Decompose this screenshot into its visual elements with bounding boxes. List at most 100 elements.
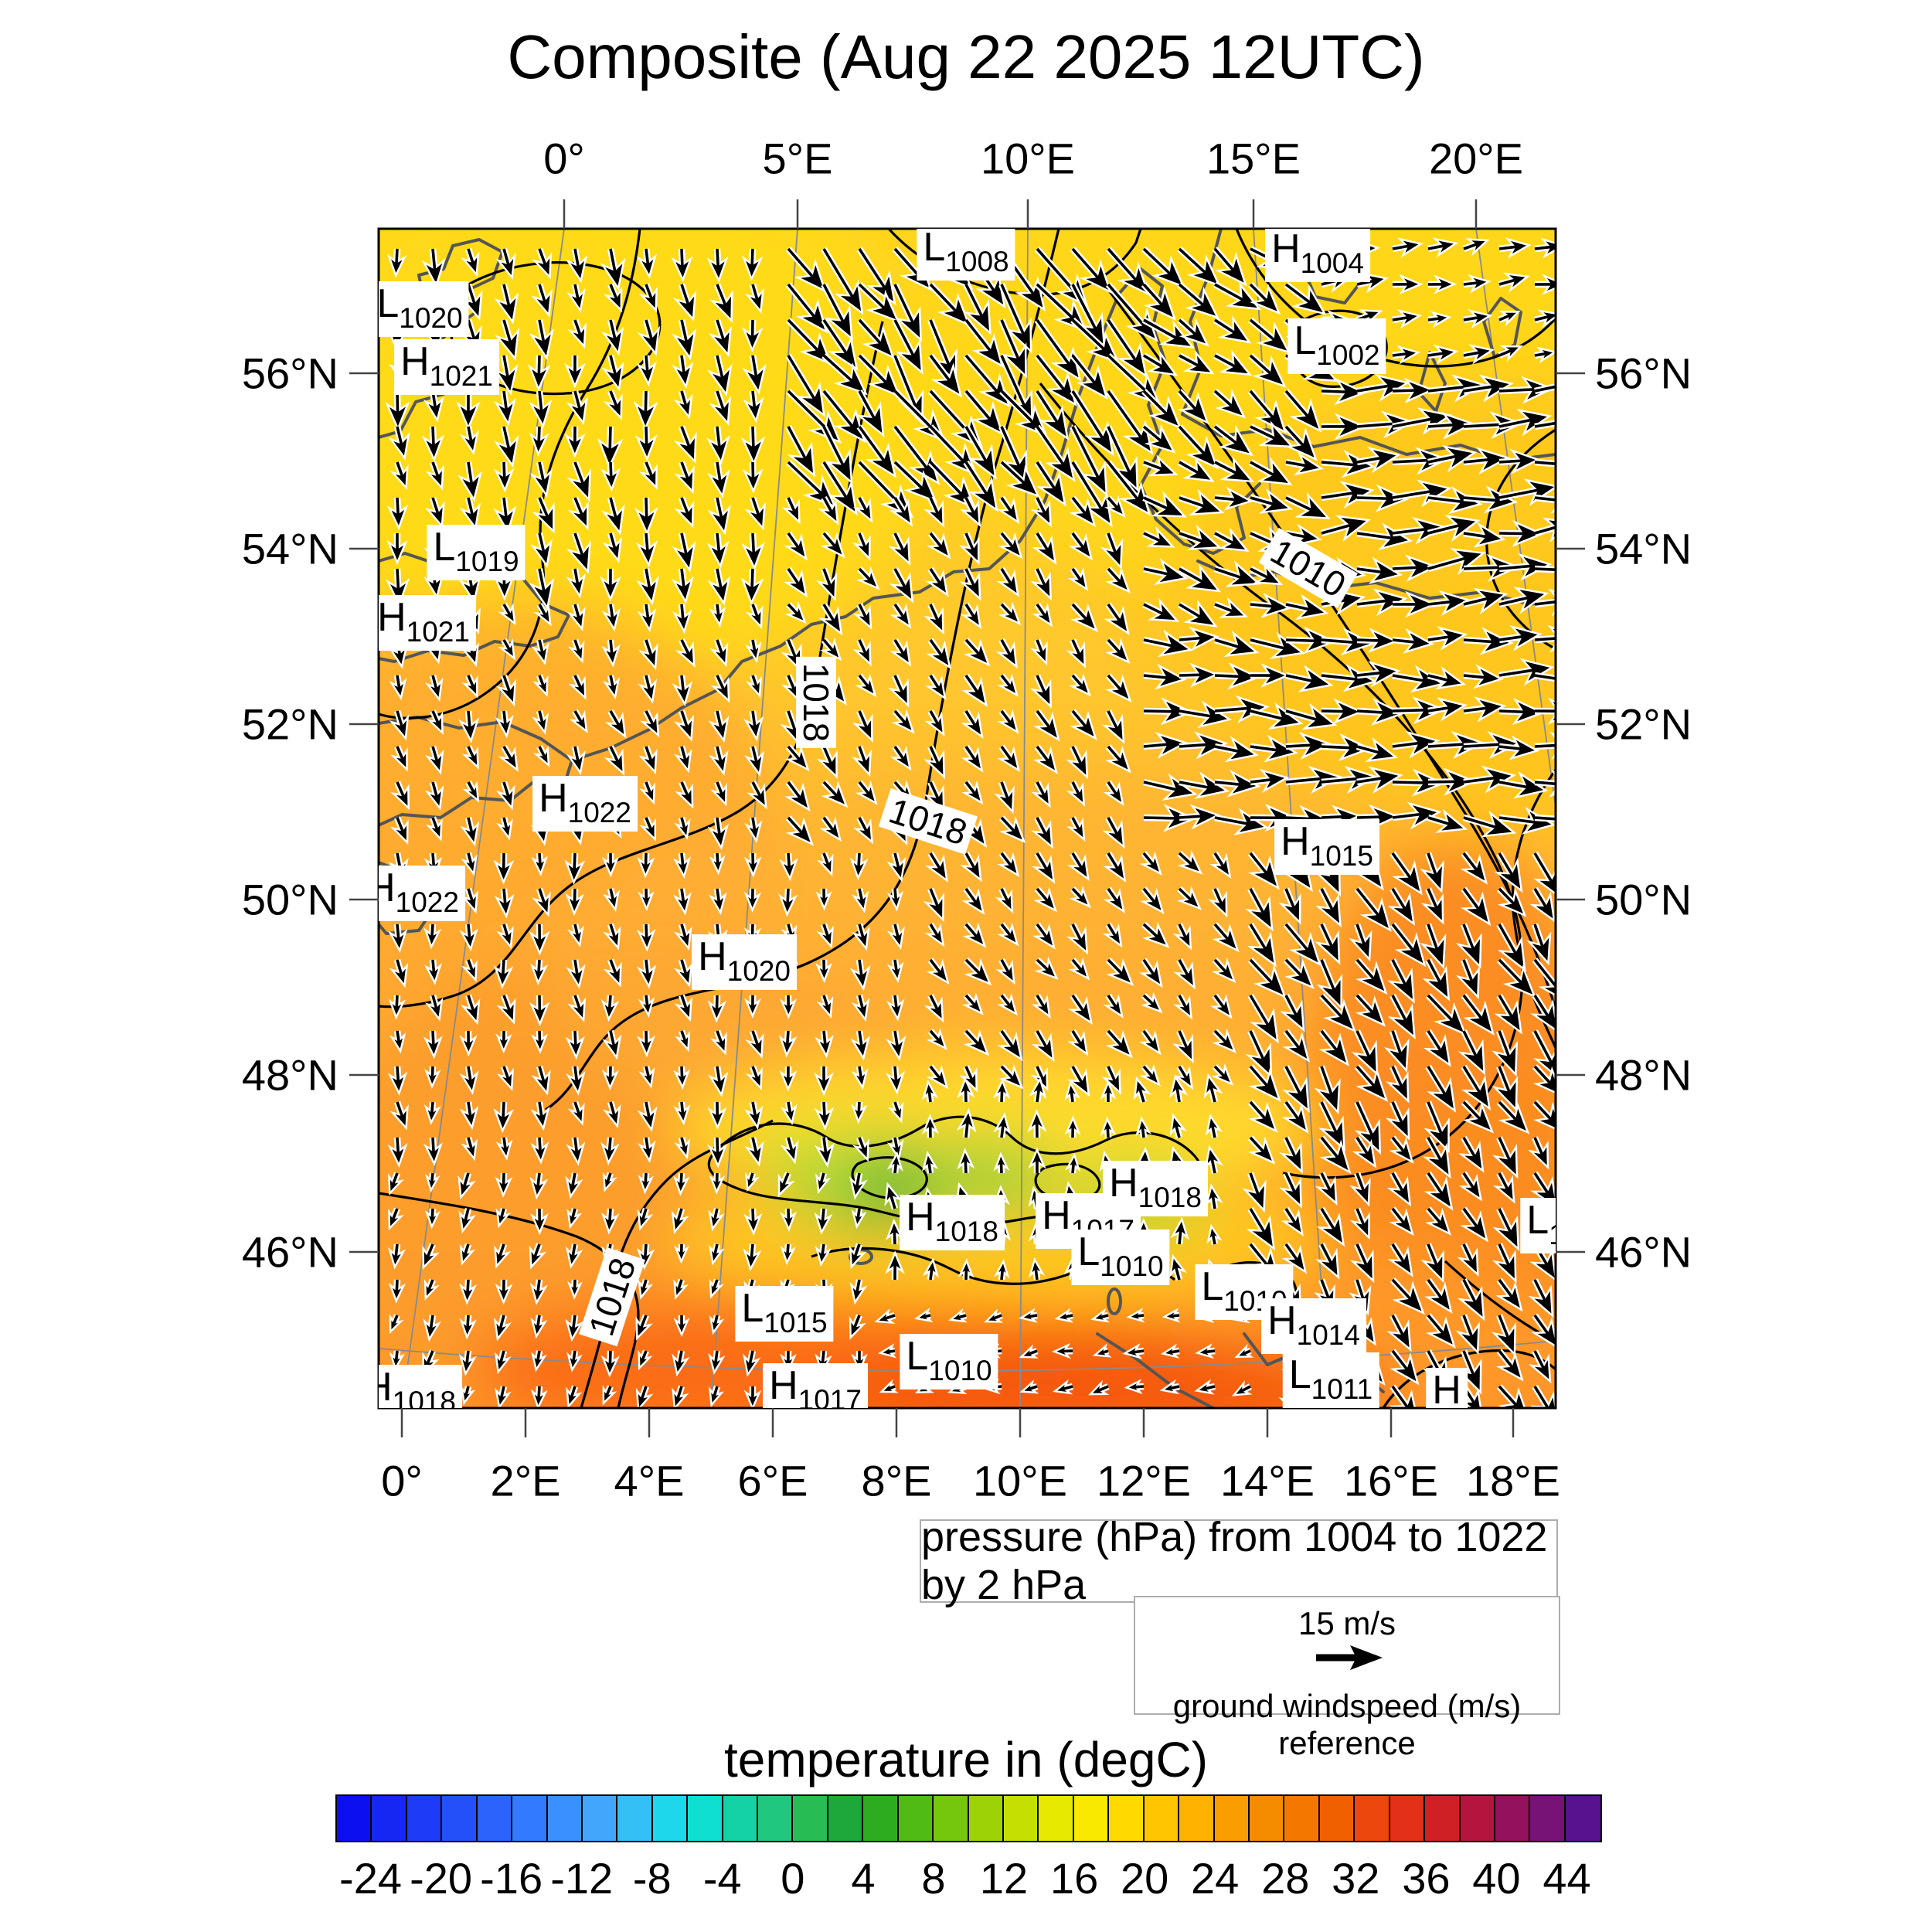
colorbar-tick-label: 24 — [1191, 1854, 1240, 1903]
right-axis-label: 52°N — [1595, 699, 1692, 749]
colorbar-cell — [1460, 1796, 1495, 1841]
pressure-center-label-L1008: L1008 — [917, 229, 1015, 281]
colorbar-cell — [547, 1796, 583, 1841]
colorbar-cell — [477, 1796, 513, 1841]
wind-reference-speed: 15 m/s — [1298, 1605, 1396, 1641]
colorbar-cell — [1004, 1796, 1039, 1841]
right-axis-label: 46°N — [1595, 1227, 1692, 1277]
wind-legend-box: 15 m/s ground windspeed (m/s) reference — [1134, 1596, 1560, 1761]
colorbar-cell — [406, 1796, 443, 1841]
pressure-center-label-L1015: L1015 — [735, 1286, 834, 1342]
bottom-axis-label: 0° — [381, 1456, 423, 1505]
left-axis-label: 48°N — [241, 1050, 338, 1100]
colorbar-cell — [934, 1796, 969, 1841]
wind-legend-caption: ground windspeed (m/s) reference — [1172, 1688, 1522, 1761]
top-axis-label: 0° — [543, 134, 585, 183]
isobar-value-label: 1018 — [878, 787, 978, 855]
colorbar-cell — [1214, 1796, 1250, 1841]
colorbar-title: temperature in (degC) — [723, 1732, 1209, 1787]
pressure-center-label-L1010: L1010 — [900, 1334, 998, 1389]
colorbar-tick-label: 40 — [1472, 1854, 1521, 1903]
top-axis-label: 15°E — [1206, 134, 1301, 183]
right-axis-label: 50°N — [1595, 875, 1692, 924]
bottom-axis-label: 18°E — [1465, 1456, 1561, 1505]
colorbar-tick-label: -8 — [632, 1854, 672, 1903]
isobar-value-label: 1018 — [796, 656, 836, 749]
pressure-center-label-H1021: H1021 — [379, 595, 476, 651]
pressure-center-label-L1: L1 — [1520, 1198, 1556, 1253]
bottom-axis-label: 6°E — [737, 1456, 808, 1505]
colorbar-cell — [1179, 1796, 1215, 1841]
pressure-center-label-H1022: H1022 — [379, 866, 465, 921]
left-axis-label: 50°N — [241, 875, 338, 924]
pressure-center-label-H1004: H1004 — [1265, 229, 1370, 282]
colorbar-cell — [1495, 1796, 1531, 1841]
colorbar-cell — [863, 1796, 899, 1841]
colorbar-cell — [1319, 1796, 1355, 1841]
colorbar-tick-label: 4 — [851, 1854, 876, 1903]
pressure-center-label-L1010: L1010 — [1071, 1230, 1170, 1285]
colorbar-cell — [898, 1796, 934, 1841]
pressure-center-label-L1020: L1020 — [379, 281, 469, 337]
pressure-center-label-H1021: H1021 — [394, 339, 499, 395]
colorbar-tick-label: 20 — [1120, 1854, 1169, 1903]
colorbar-cell — [793, 1796, 828, 1841]
colorbar-tick-label: 12 — [979, 1854, 1029, 1903]
colorbar-tick-label: 8 — [921, 1854, 946, 1903]
right-axis-label: 48°N — [1595, 1050, 1692, 1100]
colorbar-cell — [723, 1796, 759, 1841]
colorbar-tick-label: -20 — [410, 1854, 473, 1903]
top-axis-label: 10°E — [980, 134, 1076, 183]
colorbar-cell — [828, 1796, 864, 1841]
colorbar-cell — [372, 1796, 407, 1841]
colorbar-tick-label: 28 — [1261, 1854, 1310, 1903]
figure-title: Composite (Aug 22 2025 12UTC) — [507, 22, 1425, 91]
colorbar-cell — [582, 1796, 618, 1841]
bottom-axis-label: 14°E — [1219, 1456, 1315, 1505]
pressure-center-label-L1011: L1011 — [1282, 1352, 1379, 1408]
colorbar-tick-label: 16 — [1049, 1854, 1099, 1903]
colorbar-cell — [758, 1796, 794, 1841]
colorbar-tick-label: -12 — [550, 1854, 614, 1903]
isobar-value-label: 1018 — [578, 1247, 646, 1347]
colorbar-cell — [512, 1796, 548, 1841]
colorbar-cell — [337, 1796, 372, 1841]
colorbar-cell — [1073, 1796, 1110, 1841]
pressure-center-label-H: H — [1426, 1368, 1468, 1408]
pressure-center-label-H1015: H1015 — [1274, 819, 1379, 875]
colorbar-cell — [1565, 1796, 1601, 1841]
pressure-center-label-L1019: L1019 — [427, 525, 526, 580]
map-overlay: L1020 H1021 L1019 H1021 H1022 H1022 H1020 L1008… — [379, 229, 1556, 1408]
pressure-center-label-H1022: H1022 — [532, 776, 638, 832]
pressure-center-label-H1018: H1018 — [379, 1365, 462, 1408]
colorbar-cell — [1425, 1796, 1461, 1841]
pressure-center-label-H1020: H1020 — [692, 934, 797, 990]
colorbar-cell — [1144, 1796, 1180, 1841]
colorbar-cell — [688, 1796, 723, 1841]
colorbar-cell — [1355, 1796, 1390, 1841]
bottom-axis-label: 10°E — [972, 1456, 1068, 1505]
colorbar-cell — [1530, 1796, 1566, 1841]
bottom-axis-label: 12°E — [1096, 1456, 1192, 1505]
right-axis-label: 56°N — [1595, 349, 1692, 398]
colorbar-cell — [968, 1796, 1005, 1841]
colorbar-tick-label: -4 — [702, 1854, 742, 1903]
pressure-caption: pressure (hPa) from 1004 to 1022 by 2 hP… — [920, 1514, 1558, 1608]
left-axis-label: 54°N — [241, 524, 338, 573]
colorbar-cell — [617, 1796, 653, 1841]
colorbar-cell — [652, 1796, 689, 1841]
top-axis-label: 20°E — [1428, 134, 1524, 183]
right-axis-label: 54°N — [1595, 524, 1692, 573]
pressure-center-label-L1010: L1010 — [1195, 1264, 1294, 1320]
colorbar-cell — [1039, 1796, 1074, 1841]
colorbar-cell — [1109, 1796, 1145, 1841]
pressure-center-label-H1018: H1018 — [1103, 1161, 1208, 1216]
bottom-axis-label: 8°E — [861, 1456, 932, 1505]
bottom-axis-label: 4°E — [614, 1456, 685, 1505]
left-axis-label: 56°N — [241, 349, 338, 398]
colorbar-cell — [1284, 1796, 1320, 1841]
pressure-center-label-H1017: H1017 — [763, 1363, 868, 1408]
isobar-value-label: 1010 — [1258, 527, 1359, 609]
pressure-center-label-H1014: H1014 — [1261, 1298, 1366, 1354]
